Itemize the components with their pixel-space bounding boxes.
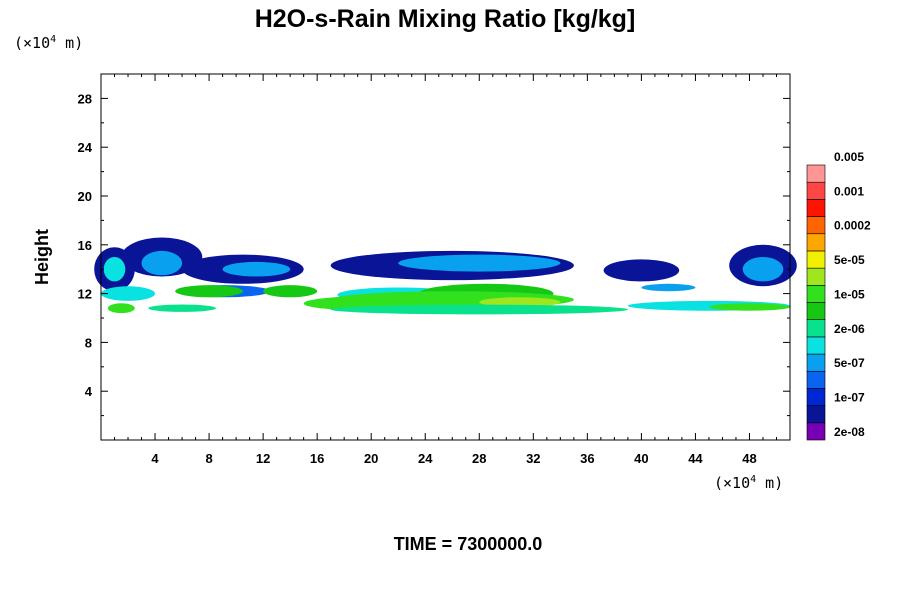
colorbar-label: 2e-06 (834, 322, 865, 336)
colorbar: 2e-08 1e-07 5e-07 2e-06 1e-05 5e-05 0.0002 0.00… (806, 150, 871, 441)
x-tick-label: 40 (634, 451, 648, 466)
colorbar-swatch (806, 216, 826, 235)
y-axis: 4 8 12 16 20 24 28 (78, 91, 790, 417)
colorbar-swatch (806, 164, 826, 183)
colorbar-swatch (806, 405, 826, 424)
x-tick-label: 4 (151, 451, 159, 466)
colorbar-swatch (806, 285, 826, 303)
colorbar-label: 5e-07 (834, 356, 865, 370)
y-tick-label: 12 (78, 287, 92, 302)
plot-area (94, 237, 797, 315)
contour-region-14 (263, 285, 318, 298)
colorbar-swatch (806, 250, 826, 269)
x-axis: 4 8 12 16 20 24 28 32 36 40 44 48 (114, 74, 777, 466)
contour-region-9 (742, 257, 784, 282)
chart-title: H2O-s-Rain Mixing Ratio [kg/kg] (255, 5, 636, 33)
colorbar-swatch (806, 233, 826, 252)
colorbar-swatch (806, 353, 826, 372)
contour-region-4 (603, 259, 680, 282)
y-tick-label: 8 (85, 335, 92, 350)
x-tick-label: 48 (742, 451, 756, 466)
y-tick-label: 24 (78, 140, 93, 155)
contour-region-13 (175, 285, 243, 298)
contour-region-24 (709, 303, 790, 311)
y-tick-label: 20 (78, 189, 92, 204)
y-axis-label: Height (32, 229, 52, 285)
contour-region-25 (641, 283, 696, 292)
contour-region-7 (398, 254, 561, 272)
contour-region-10 (103, 257, 126, 282)
colorbar-label: 0.001 (834, 184, 864, 198)
colorbar-label: 1e-05 (834, 287, 865, 301)
contour-region-6 (141, 250, 183, 276)
x-tick-label: 44 (688, 451, 703, 466)
y-tick-label: 28 (78, 91, 92, 106)
plot-frame (100, 73, 791, 441)
x-tick-label: 24 (418, 451, 433, 466)
x-tick-label: 32 (526, 451, 540, 466)
colorbar-label: 1e-07 (834, 391, 865, 405)
colorbar-swatch (806, 199, 826, 217)
time-label: TIME = 7300000.0 (394, 534, 543, 554)
colorbar-swatch (806, 267, 826, 286)
colorbar-label: 0.005 (834, 150, 864, 164)
y-unit-label: (×104 m) (14, 34, 83, 52)
contour-region-8 (222, 261, 291, 277)
contour-region-21 (107, 303, 135, 314)
contour-region-22 (148, 304, 216, 312)
colorbar-swatch (806, 302, 826, 320)
y-tick-label: 4 (85, 384, 93, 399)
x-tick-label: 28 (472, 451, 486, 466)
x-tick-label: 8 (205, 451, 212, 466)
x-tick-label: 36 (580, 451, 594, 466)
colorbar-swatch (806, 370, 826, 389)
y-tick-label: 16 (78, 238, 92, 253)
colorbar-label: 0.0002 (834, 219, 871, 233)
x-unit-label: (×104 m) (714, 474, 783, 492)
contour-region-19 (479, 297, 561, 307)
colorbar-swatch (806, 181, 826, 200)
x-tick-label: 20 (364, 451, 378, 466)
colorbar-swatch (806, 336, 826, 355)
colorbar-swatch (806, 422, 826, 441)
colorbar-label: 2e-08 (834, 425, 865, 439)
contour-region-12 (101, 286, 155, 301)
colorbar-swatch (806, 319, 826, 338)
colorbar-label: 5e-05 (834, 253, 865, 267)
contour-region-20 (330, 304, 628, 315)
x-tick-label: 12 (256, 451, 270, 466)
x-tick-label: 16 (310, 451, 324, 466)
colorbar-swatch (806, 388, 826, 406)
